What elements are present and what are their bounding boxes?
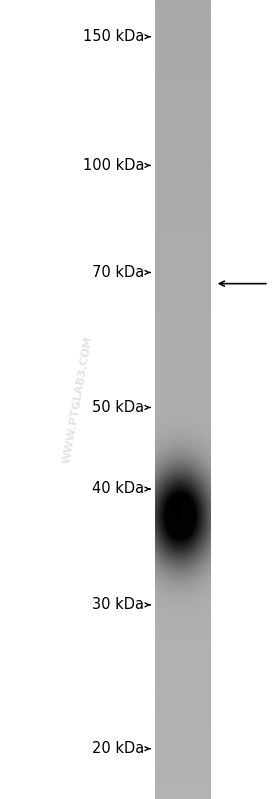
Text: 150 kDa: 150 kDa	[83, 30, 144, 44]
Text: 40 kDa: 40 kDa	[92, 482, 144, 496]
Text: 100 kDa: 100 kDa	[83, 158, 144, 173]
Text: 50 kDa: 50 kDa	[92, 400, 144, 415]
Text: 30 kDa: 30 kDa	[92, 598, 144, 612]
Text: 70 kDa: 70 kDa	[92, 265, 144, 280]
Text: 20 kDa: 20 kDa	[92, 741, 144, 756]
Text: WWW.PTGLAB3.COM: WWW.PTGLAB3.COM	[62, 335, 95, 464]
